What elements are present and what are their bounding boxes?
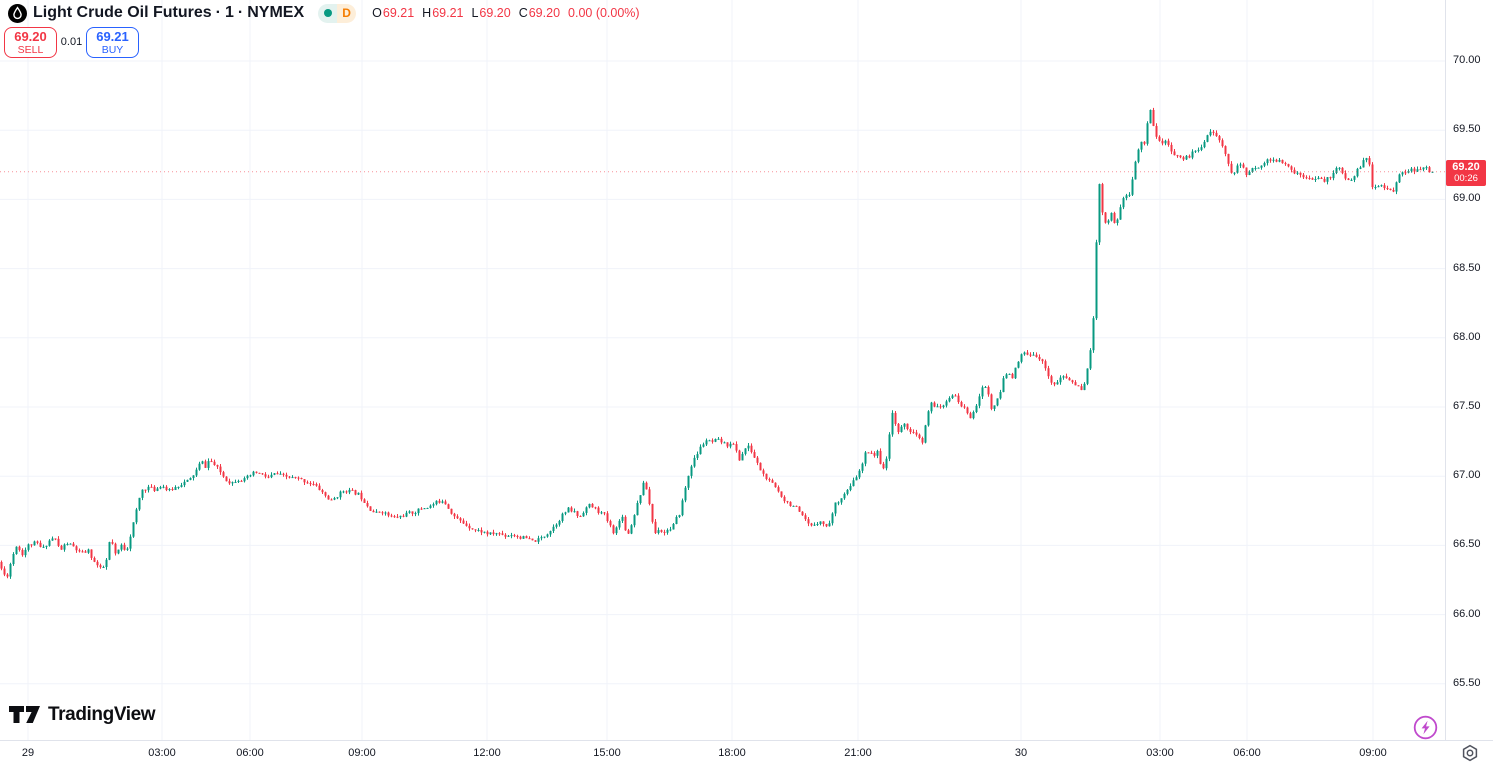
price-tick-label: 65.50 [1453,676,1481,689]
delayed-data-badge: D [337,3,357,23]
buy-price: 69.21 [96,29,129,44]
price-tick-label: 66.00 [1453,607,1481,620]
price-tick-label: 67.50 [1453,400,1481,412]
time-tick-label: 29 [21,747,35,759]
price-tick-label: 70.00 [1453,54,1481,66]
time-tick-label: 21:00 [844,747,872,759]
open-value: 69.21 [382,6,415,20]
price-tick-label: 69.00 [1453,192,1481,205]
time-tick-label: 03:00 [1146,747,1174,759]
bid-ask-spread: 0.01 [60,36,83,48]
time-tick-label: 06:00 [1233,747,1261,759]
time-tick-label: 15:00 [593,747,621,759]
lightning-icon[interactable] [1413,715,1438,740]
time-tick-label: 06:00 [236,747,264,759]
time-axis[interactable]: 29 03:00 06:00 09:00 12:00 15:00 18:00 21:00 30 0… [0,740,1493,768]
price-tick-label: 68.50 [1453,261,1481,274]
exchange-name: NYMEX [247,4,305,21]
buy-button[interactable]: 69.21 BUY [86,27,139,58]
time-tick-label: 30 [1014,747,1028,759]
tradingview-logo[interactable]: TradingView [8,702,156,727]
price-tick-label: 69.50 [1453,123,1481,136]
time-tick-label: 18:00 [718,747,746,759]
last-price-label: 69.20 00:26 [1446,160,1486,186]
tradingview-wordmark: TradingView [48,703,156,725]
trade-panel: 69.20 SELL 69.21 BUY [4,27,139,58]
ohlc-readout: O 69.21 H 69.21 L 69.20 C 69.20 0.00 (0.00%) [372,6,640,20]
tradingview-mark-icon [8,702,41,727]
time-tick-label: 09:00 [348,747,376,759]
market-open-dot-icon [318,3,338,23]
high-value: 69.21 [432,6,464,20]
symbol-title[interactable]: Light Crude Oil Futures · 1 · NYMEX [33,4,305,21]
time-tick-label: 12:00 [473,747,501,759]
grid-lines [0,0,1445,740]
price-tick-label: 68.00 [1453,330,1481,343]
sell-price: 69.20 [14,29,47,44]
market-status-badge[interactable]: D [318,3,357,23]
sell-button[interactable]: 69.20 SELL [4,27,57,58]
price-axis[interactable]: 70.00 69.50 69.00 68.50 68.00 67.50 67.00 66.50… [1445,0,1493,740]
change-value: 0.00 (0.00%) [568,6,640,20]
candlestick-series [0,107,1434,579]
symbol-header: Light Crude Oil Futures · 1 · NYMEX D O 69.21… [8,3,640,23]
price-tick-label: 67.00 [1453,469,1481,482]
gear-icon[interactable] [1460,743,1480,763]
oil-drop-icon [8,3,27,23]
interval-value: 1 [225,4,234,21]
time-tick-label: 09:00 [1359,747,1387,759]
candlestick-chart-canvas[interactable] [0,0,1445,740]
price-tick-label: 66.50 [1453,538,1481,551]
close-value: 69.20 [528,6,561,20]
last-price-value: 69.20 [1452,161,1480,173]
time-tick-label: 03:00 [148,747,176,759]
bar-countdown: 00:26 [1454,172,1478,184]
low-value: 69.20 [479,6,511,20]
